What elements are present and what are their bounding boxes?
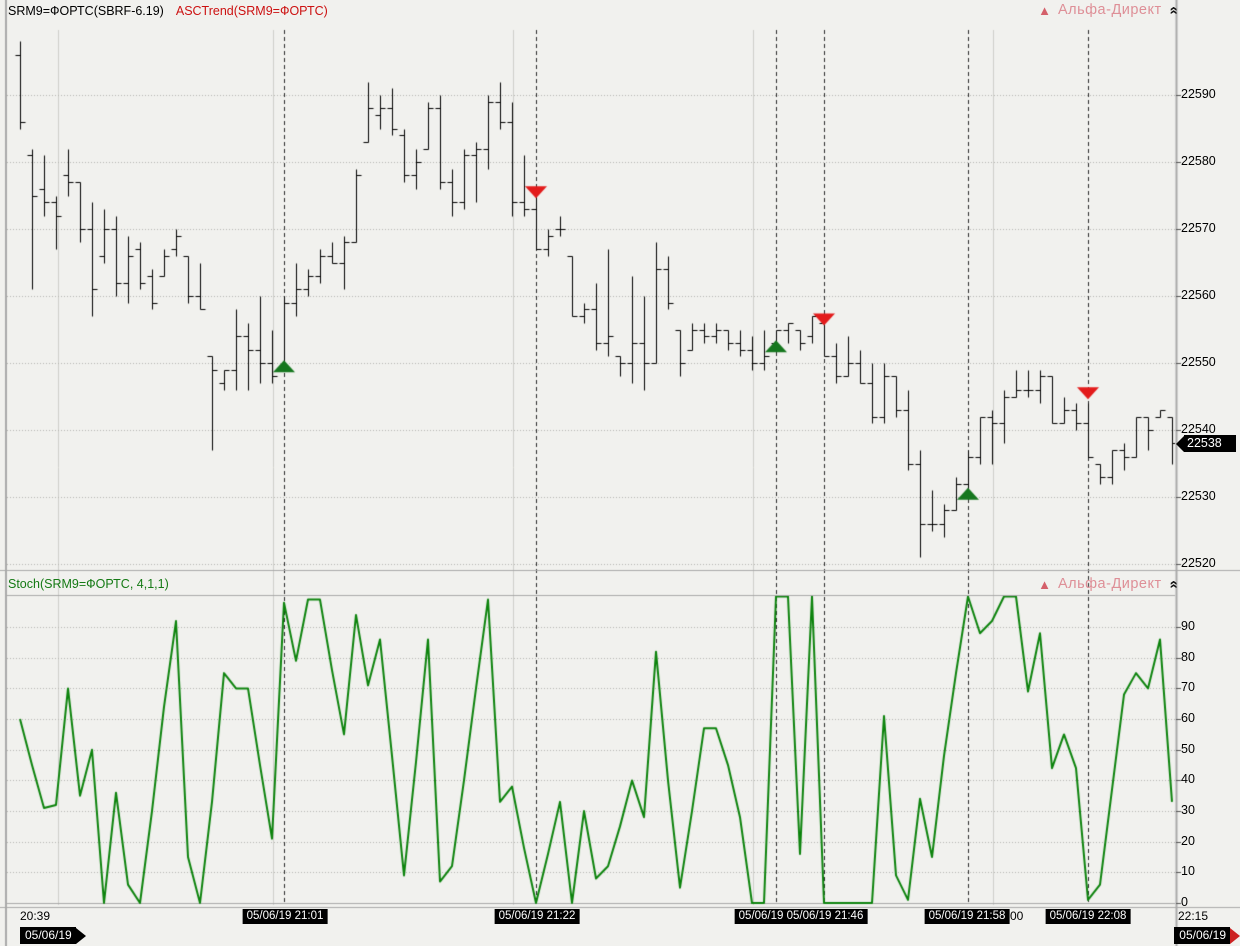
stoch-axis-label: 20 — [1181, 833, 1195, 848]
last-price-tag: 22538 — [1176, 435, 1236, 452]
stoch-axis-label: 70 — [1181, 680, 1195, 695]
brand-top: ▲ Альфа-Директ » — [1038, 2, 1182, 18]
alfa-logo-icon: ▲ — [1038, 576, 1051, 592]
last-price-value: 22538 — [1184, 435, 1236, 452]
time-axis-signal-label: 05/06/19 21:22 — [494, 909, 580, 924]
stoch-axis-label: 40 — [1181, 772, 1195, 787]
price-axis-label: 22550 — [1181, 355, 1216, 369]
price-axis-label: 22590 — [1181, 87, 1216, 101]
price-axis-label: 22540 — [1181, 422, 1216, 436]
date-tag-left-arrow-icon — [75, 927, 86, 944]
alfa-logo-icon: ▲ — [1038, 2, 1051, 18]
price-axis-label: 22560 — [1181, 288, 1216, 302]
date-tag-left: 05/06/19 — [20, 927, 86, 944]
time-axis-signal-label: 05/06/19 22:08 — [1045, 909, 1131, 924]
stoch-panel-label: Stoch(SRM9=ФОРТС, 4,1,1) — [8, 577, 169, 591]
stoch-axis-label: 80 — [1181, 649, 1195, 664]
date-tag-right: 05/06/19 — [1174, 927, 1240, 944]
price-axis-label: 22570 — [1181, 221, 1216, 235]
symbol-label: SRM9=ФОРТС(SBRF-6.19) — [8, 4, 164, 18]
stoch-axis-label: 10 — [1181, 864, 1195, 879]
top-panel-header: SRM9=ФОРТС(SBRF-6.19) ASCTrend(SRM9=ФОРТС… — [8, 4, 328, 18]
price-tag-arrow-icon — [1176, 435, 1184, 452]
price-axis-label: 22580 — [1181, 154, 1216, 168]
date-tag-right-value: 05/06/19 — [1174, 927, 1230, 944]
time-axis-signal-label: 05/06/19 21:58 — [924, 909, 1010, 924]
collapse-chevron-icon[interactable]: » — [1164, 579, 1182, 589]
date-tag-right-arrow-icon — [1230, 927, 1240, 944]
time-axis-signal-label: 05/06/19 05/06/19 21:46 — [734, 909, 868, 924]
time-axis-label: 22:15 — [1178, 909, 1209, 923]
price-axis-label: 22520 — [1181, 556, 1216, 570]
stoch-axis-label: 60 — [1181, 711, 1195, 726]
price-axis-label: 22530 — [1181, 489, 1216, 503]
stoch-axis-label: 30 — [1181, 803, 1195, 818]
brand-name: Альфа-Директ — [1057, 2, 1162, 18]
indicator-label: ASCTrend(SRM9=ФОРТС) — [175, 4, 328, 18]
time-axis-label: 00 — [1010, 909, 1024, 923]
time-axis-label: 20:39 — [20, 909, 51, 923]
stoch-axis-label: 50 — [1181, 741, 1195, 756]
time-axis-signal-label: 05/06/19 21:01 — [242, 909, 328, 924]
date-tag-left-value: 05/06/19 — [20, 927, 76, 944]
stoch-axis-label: 0 — [1181, 895, 1188, 909]
stoch-axis-label: 90 — [1181, 619, 1195, 634]
brand-name: Альфа-Директ — [1057, 576, 1162, 592]
collapse-chevron-icon[interactable]: » — [1164, 5, 1182, 15]
brand-bottom: ▲ Альфа-Директ » — [1038, 576, 1182, 592]
